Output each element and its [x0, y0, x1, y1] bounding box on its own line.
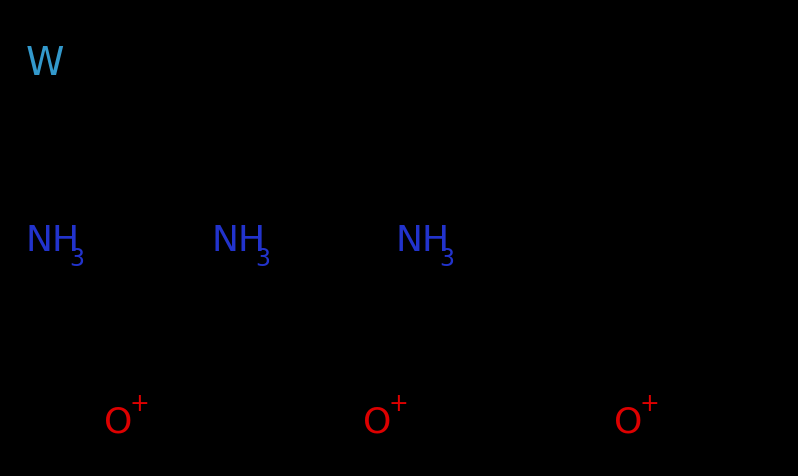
- Text: NH: NH: [26, 223, 80, 258]
- Text: NH: NH: [211, 223, 266, 258]
- Text: +: +: [389, 391, 409, 415]
- Text: 3: 3: [255, 247, 271, 270]
- Text: +: +: [129, 391, 149, 415]
- Text: 3: 3: [439, 247, 454, 270]
- Text: +: +: [640, 391, 660, 415]
- Text: O: O: [363, 404, 392, 438]
- Text: O: O: [104, 404, 132, 438]
- Text: NH: NH: [395, 223, 449, 258]
- Text: 3: 3: [69, 247, 85, 270]
- Text: O: O: [614, 404, 643, 438]
- Text: W: W: [26, 45, 64, 83]
